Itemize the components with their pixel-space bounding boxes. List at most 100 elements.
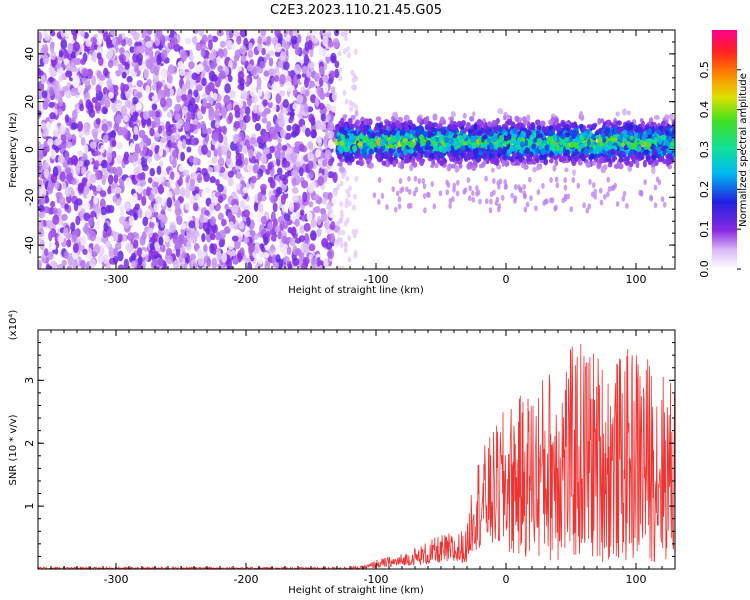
heatmap-cell <box>298 143 305 152</box>
heatmap-cell <box>326 202 332 211</box>
heatmap-cell <box>323 258 329 268</box>
heatmap-cell <box>38 150 44 161</box>
heatmap-cell <box>317 135 322 147</box>
heatmap-cell <box>275 254 281 263</box>
heatmap-cell <box>234 49 241 59</box>
heatmap-cell <box>298 235 306 243</box>
heatmap-cell <box>63 58 69 66</box>
heatmap-cell <box>148 221 155 228</box>
heatmap-cell <box>209 62 216 70</box>
heatmap-cell <box>99 74 106 81</box>
heatmap-cell <box>624 150 629 156</box>
heatmap-cell <box>124 62 130 70</box>
heatmap-cell <box>149 127 155 137</box>
heatmap-cell <box>186 111 192 122</box>
heatmap-cell <box>279 51 287 61</box>
heatmap-cell <box>116 154 122 165</box>
heatmap-cell <box>107 59 114 69</box>
heatmap-cell <box>49 86 55 97</box>
heatmap-cell <box>64 114 70 123</box>
heatmap-cell <box>354 109 359 117</box>
heatmap-cell <box>310 129 317 139</box>
heatmap-cell <box>146 30 153 36</box>
heatmap-cell <box>554 159 559 167</box>
heatmap-cell <box>166 197 173 208</box>
heatmap-cell <box>208 52 215 61</box>
heatmap-cell <box>200 47 206 58</box>
heatmap-cell <box>146 79 152 86</box>
heatmap-cell <box>327 121 335 132</box>
heatmap-cell <box>197 63 204 73</box>
heatmap-cell <box>112 255 119 264</box>
heatmap-cell <box>267 162 273 171</box>
heatmap-cell <box>226 39 233 49</box>
heatmap-cell <box>303 103 309 114</box>
heatmap-cell <box>228 75 233 83</box>
heatmap-cell <box>145 40 153 48</box>
heatmap-cell <box>277 142 282 152</box>
heatmap-cell <box>294 143 301 153</box>
heatmap-cell <box>331 55 336 62</box>
heatmap-cell <box>129 142 135 154</box>
heatmap-cell <box>153 116 161 128</box>
heatmap-cell <box>622 108 627 116</box>
heatmap-cell <box>119 47 125 55</box>
heatmap-cell <box>246 164 254 172</box>
heatmap-cell <box>262 251 270 259</box>
heatmap-cell <box>213 164 221 173</box>
heatmap-cell <box>113 89 119 97</box>
heatmap-cell <box>206 166 214 173</box>
heatmap-cell <box>99 198 106 210</box>
heatmap-cell <box>570 122 575 129</box>
heatmap-cell <box>218 229 226 240</box>
heatmap-cell <box>473 148 479 154</box>
heatmap-cell <box>142 134 149 144</box>
heatmap-cell <box>57 97 64 107</box>
heatmap-cell <box>103 253 109 265</box>
heatmap-cell <box>281 144 288 151</box>
heatmap-cell <box>179 187 186 198</box>
heatmap-cell <box>154 66 160 76</box>
heatmap-cell <box>281 204 289 213</box>
heatmap-cell <box>579 110 584 118</box>
heatmap-cell <box>596 162 601 170</box>
heatmap-cell <box>524 139 529 147</box>
heatmap-cell <box>158 183 164 195</box>
heatmap-cell <box>324 149 332 160</box>
heatmap-cell <box>243 157 249 166</box>
heatmap-cell <box>221 170 229 180</box>
heatmap-cell <box>346 192 351 199</box>
heatmap-cell <box>333 41 341 48</box>
heatmap-cell <box>507 114 511 120</box>
heatmap-cell <box>275 186 283 195</box>
heatmap-cell <box>347 235 352 242</box>
heatmap-cell <box>594 153 601 159</box>
heatmap-cell <box>243 209 250 218</box>
heatmap-cell <box>167 42 175 49</box>
heatmap-cell <box>71 208 76 215</box>
heatmap-cell <box>275 93 282 104</box>
heatmap-cell <box>245 114 251 123</box>
heatmap-cell <box>151 94 159 102</box>
heatmap-cell <box>330 86 336 93</box>
heatmap-cell <box>96 52 102 60</box>
heatmap-cell <box>166 127 173 137</box>
heatmap-cell <box>312 193 320 201</box>
heatmap-cell <box>65 90 72 99</box>
heatmap-cell <box>277 111 284 122</box>
heatmap-cell <box>261 47 266 56</box>
heatmap-cell <box>65 70 73 78</box>
heatmap-cell <box>172 260 180 269</box>
heatmap-cell <box>73 200 79 212</box>
heatmap-cell <box>184 202 191 211</box>
heatmap-cell <box>260 154 267 165</box>
heatmap-cell <box>264 90 271 101</box>
heatmap-cell <box>303 222 311 232</box>
heatmap-cell <box>215 179 220 187</box>
heatmap-cell <box>227 241 235 251</box>
heatmap-cell <box>342 89 347 96</box>
heatmap-cell <box>56 207 62 217</box>
heatmap-cell <box>283 160 291 168</box>
heatmap-cell <box>160 136 167 144</box>
